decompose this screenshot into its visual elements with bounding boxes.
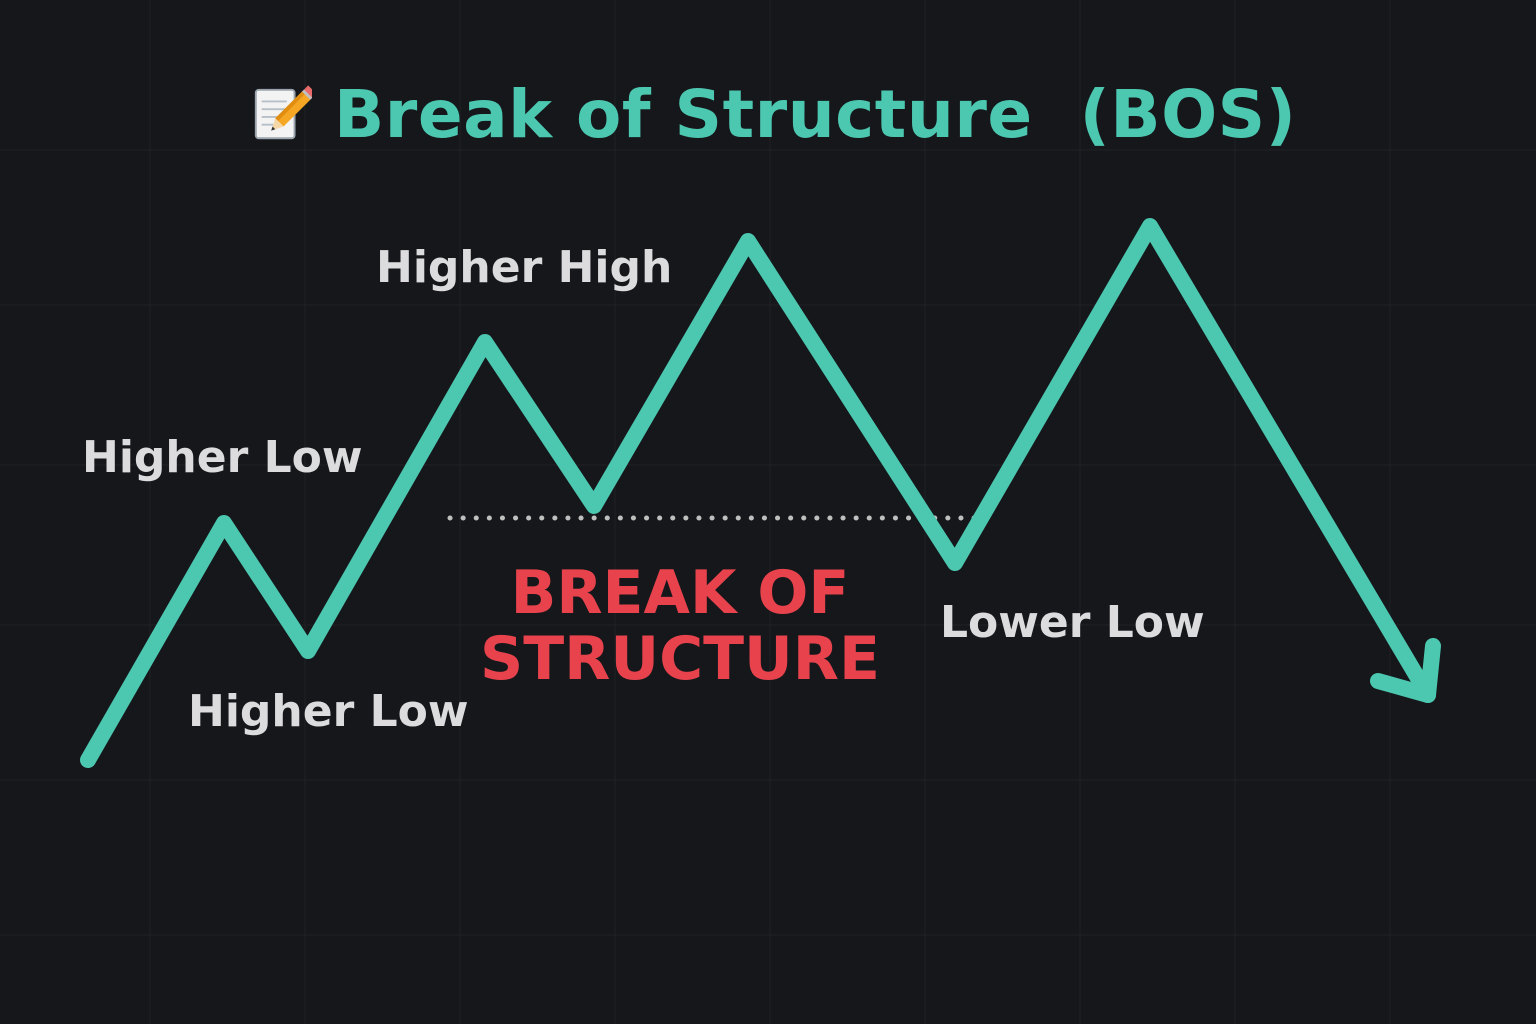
break-of-structure-label: BREAK OF STRUCTURE bbox=[480, 560, 880, 692]
page-title: Break of Structure (BOS) bbox=[334, 76, 1297, 153]
higher-low-upper-label: Higher Low bbox=[82, 432, 363, 483]
title-row: Break of Structure (BOS) bbox=[250, 70, 1296, 160]
lower-low-label: Lower Low bbox=[940, 597, 1205, 648]
higher-high-label: Higher High bbox=[376, 242, 673, 293]
break-label-line-2: STRUCTURE bbox=[480, 624, 880, 694]
memo-pencil-icon bbox=[254, 85, 312, 140]
higher-low-lower-label: Higher Low bbox=[188, 686, 469, 737]
break-label-line-1: BREAK OF bbox=[510, 558, 850, 628]
arrow-head bbox=[1370, 638, 1441, 703]
price-path bbox=[80, 218, 1436, 768]
